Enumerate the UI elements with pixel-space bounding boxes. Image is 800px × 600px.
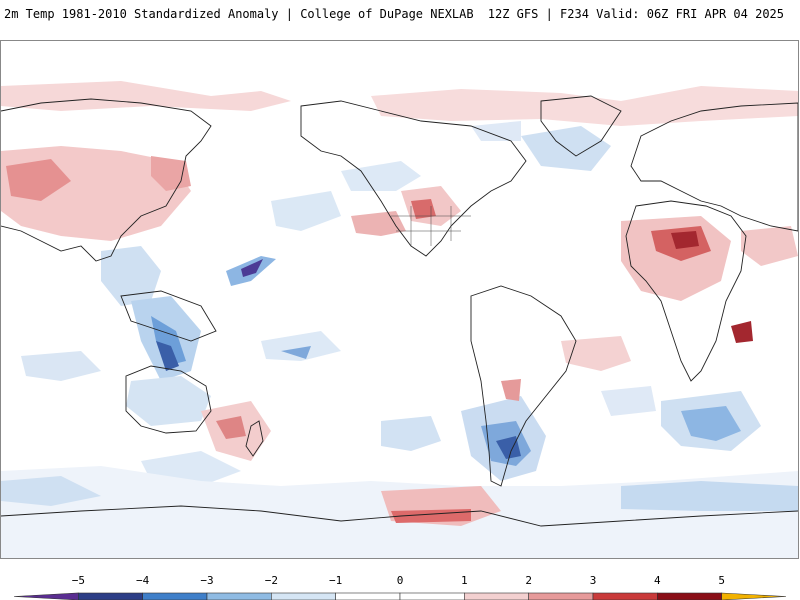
new-zealand-outline bbox=[245, 420, 264, 457]
greenland-outline bbox=[540, 95, 622, 157]
colorbar-segment bbox=[271, 592, 336, 600]
map-svg bbox=[1, 41, 798, 558]
colorbar-tick-label: −2 bbox=[264, 574, 278, 587]
colorbar-segment bbox=[335, 592, 401, 600]
map-title: 2m Temp 1981-2010 Standardized Anomaly |… bbox=[4, 7, 474, 21]
africa-outline bbox=[625, 200, 747, 382]
colorbar-tick-label: −3 bbox=[200, 574, 214, 587]
header: 2m Temp 1981-2010 Standardized Anomaly |… bbox=[0, 0, 800, 30]
colorbar-tick-label: −1 bbox=[329, 574, 343, 587]
colorbar-segment bbox=[142, 592, 208, 600]
colorbar-segment bbox=[78, 592, 143, 600]
coastlines bbox=[1, 95, 798, 527]
colorbar-segment bbox=[399, 592, 465, 600]
colorbar-tick-label: 5 bbox=[718, 574, 725, 587]
colorbar-tick-label: −5 bbox=[71, 574, 85, 587]
colorbar-segment bbox=[464, 592, 529, 600]
colorbar-tick-label: 2 bbox=[525, 574, 532, 587]
colorbar-tick-label: 4 bbox=[654, 574, 661, 587]
colorbar-segment bbox=[528, 592, 594, 600]
us-borders bbox=[391, 206, 471, 246]
antarctica-outline bbox=[1, 505, 798, 527]
indonesia-outline bbox=[120, 290, 217, 342]
anomaly-map bbox=[0, 40, 799, 559]
colorbar-svg bbox=[13, 592, 787, 600]
colorbar-segment bbox=[13, 592, 79, 600]
colorbar: −5 −4 −3 −2 −1 0 1 2 3 4 5 bbox=[0, 568, 800, 600]
europe-outline bbox=[630, 102, 798, 232]
colorbar-tick-label: 0 bbox=[396, 574, 404, 587]
colorbar-segment bbox=[592, 592, 658, 600]
colorbar-tick-label: 1 bbox=[461, 574, 468, 587]
asia-outline bbox=[1, 98, 212, 262]
south-america-outline bbox=[470, 285, 577, 487]
colorbar-segment bbox=[721, 592, 787, 600]
model-run-info: 12Z GFS | F234 Valid: 06Z FRI APR 04 202… bbox=[487, 7, 784, 21]
australia-outline bbox=[125, 365, 212, 434]
colorbar-segment bbox=[206, 592, 272, 600]
colorbar-segment bbox=[657, 592, 722, 600]
colorbar-tick-label: 3 bbox=[589, 574, 597, 587]
colorbar-tick-label: −4 bbox=[136, 574, 150, 587]
anomaly-layer bbox=[1, 81, 798, 558]
